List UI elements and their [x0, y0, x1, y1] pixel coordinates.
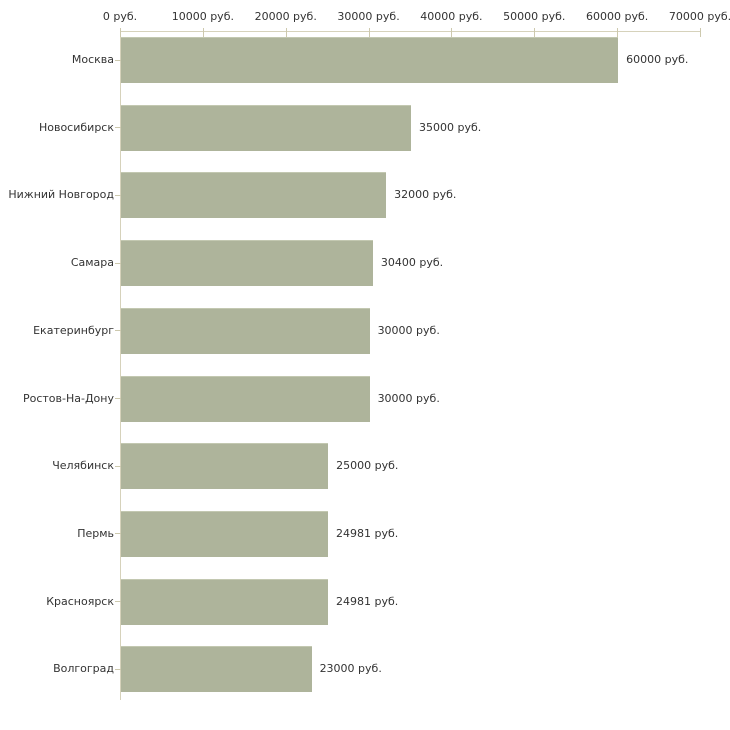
bar	[121, 375, 370, 422]
category-tick	[115, 330, 121, 331]
bar-value-label: 23000 руб.	[319, 662, 382, 676]
x-axis-tick-mark	[203, 28, 204, 37]
x-axis-line	[120, 31, 700, 32]
category-label: Новосибирск	[38, 120, 114, 134]
x-axis-tick-mark	[700, 28, 701, 37]
x-axis-tick-mark	[534, 28, 535, 37]
bar	[121, 240, 373, 287]
bar	[121, 510, 328, 557]
category-tick	[115, 60, 121, 61]
category-tick	[115, 195, 121, 196]
bar-value-label: 32000 руб.	[394, 188, 457, 202]
x-axis-tick-mark	[369, 28, 370, 37]
x-axis-tick-mark	[286, 28, 287, 37]
bar-value-label: 25000 руб.	[336, 459, 399, 473]
category-tick	[115, 601, 121, 602]
category-label: Пермь	[77, 526, 114, 540]
bar	[121, 37, 619, 83]
bar	[121, 104, 411, 151]
x-axis-tick-label: 50000 руб.	[503, 10, 566, 23]
bar-value-label: 30400 руб.	[380, 256, 444, 270]
category-label: Нижний Новгород	[8, 188, 114, 202]
x-axis-tick-label: 20000 руб.	[254, 10, 317, 23]
category-label: Екатеринбург	[33, 323, 114, 337]
bar	[121, 443, 329, 490]
x-axis-tick-label: 0 руб.	[102, 10, 138, 23]
category-tick	[115, 263, 121, 264]
bar-value-label: 24981 руб.	[335, 594, 399, 608]
x-axis-tick-label: 60000 руб.	[586, 10, 649, 23]
category-label: Челябинск	[52, 459, 114, 473]
bar-value-label: 30000 руб.	[377, 391, 440, 405]
bar	[121, 172, 387, 219]
bar	[121, 646, 312, 693]
y-axis-line	[120, 31, 121, 700]
category-tick	[115, 398, 121, 399]
x-axis-tick-mark	[617, 28, 618, 37]
bar-value-label: 60000 руб.	[626, 53, 689, 66]
x-axis-tick-label: 40000 руб.	[420, 10, 483, 23]
category-label: Волгоград	[53, 662, 114, 676]
category-label: Самара	[70, 256, 114, 270]
x-axis-tick-label: 70000 руб.	[668, 10, 730, 23]
category-label: Красноярск	[46, 594, 114, 608]
bar-value-label: 24981 руб.	[335, 526, 399, 540]
category-tick	[115, 669, 121, 670]
bar	[121, 578, 328, 625]
category-label: Москва	[71, 53, 114, 66]
x-axis-tick-mark	[451, 28, 452, 37]
category-label: Ростов-На-Дону	[22, 391, 114, 405]
category-tick	[115, 466, 121, 467]
category-tick	[115, 127, 121, 128]
x-axis-tick-mark	[120, 28, 121, 37]
category-tick	[115, 533, 121, 534]
x-axis-tick-label: 30000 руб.	[337, 10, 400, 23]
x-axis-tick-label: 10000 руб.	[171, 10, 234, 23]
bar-value-label: 35000 руб.	[419, 120, 482, 134]
bar-value-label: 30000 руб.	[377, 323, 440, 337]
bar	[121, 307, 370, 354]
